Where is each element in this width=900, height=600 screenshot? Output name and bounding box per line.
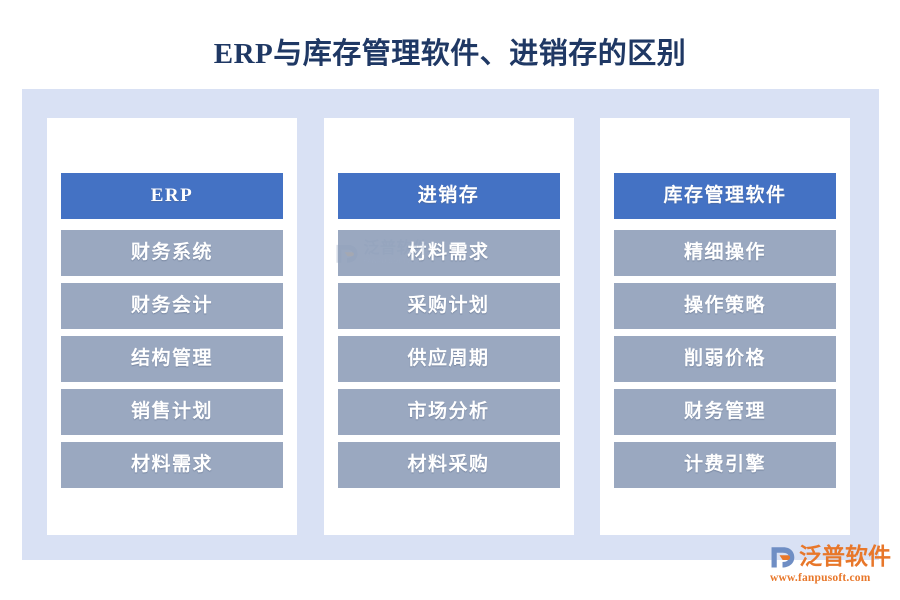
column-header-jinxiaocun[interactable]: 进销存 — [337, 173, 560, 219]
list-item[interactable]: 采购计划 — [337, 283, 560, 329]
list-item[interactable]: 供应周期 — [337, 336, 560, 382]
brand-name: 泛普软件 — [799, 543, 891, 569]
list-item[interactable]: 财务会计 — [61, 283, 283, 329]
list-item[interactable]: 削弱价格 — [614, 336, 836, 382]
column-header-inventory-software[interactable]: 库存管理软件 — [614, 173, 836, 219]
column-card-2: 进销存 材料需求 采购计划 供应周期 市场分析 材料采购 泛普软件 FANPU … — [323, 118, 574, 535]
list-item[interactable]: 结构管理 — [61, 336, 283, 382]
list-item[interactable]: 财务系统 — [61, 230, 283, 276]
column-card-3: 库存管理软件 精细操作 操作策略 削弱价格 财务管理 计费引擎 — [600, 118, 850, 535]
list-item[interactable]: 市场分析 — [337, 389, 560, 435]
list-item[interactable]: 材料需求 — [61, 442, 283, 488]
list-item[interactable]: 销售计划 — [61, 389, 283, 435]
list-item[interactable]: 财务管理 — [614, 389, 836, 435]
fanpu-logo-icon — [769, 543, 796, 570]
brand-logo[interactable]: 泛普软件 www.fanpusoft.com — [769, 541, 891, 591]
list-item[interactable]: 计费引擎 — [614, 442, 836, 488]
list-item[interactable]: 操作策略 — [614, 283, 836, 329]
brand-logo-row: 泛普软件 — [769, 541, 891, 571]
brand-url[interactable]: www.fanpusoft.com — [770, 572, 871, 584]
list-item[interactable]: 材料采购 — [337, 442, 560, 488]
page-title: ERP与库存管理软件、进销存的区别 — [213, 38, 687, 70]
column-header-erp[interactable]: ERP — [61, 173, 283, 219]
comparison-columns: ERP 财务系统 财务会计 结构管理 销售计划 材料需求 进销存 材料需求 采购… — [47, 118, 850, 535]
list-item[interactable]: 精细操作 — [614, 230, 836, 276]
list-item[interactable]: 材料需求 — [337, 230, 560, 276]
column-card-1: ERP 财务系统 财务会计 结构管理 销售计划 材料需求 — [47, 118, 297, 535]
